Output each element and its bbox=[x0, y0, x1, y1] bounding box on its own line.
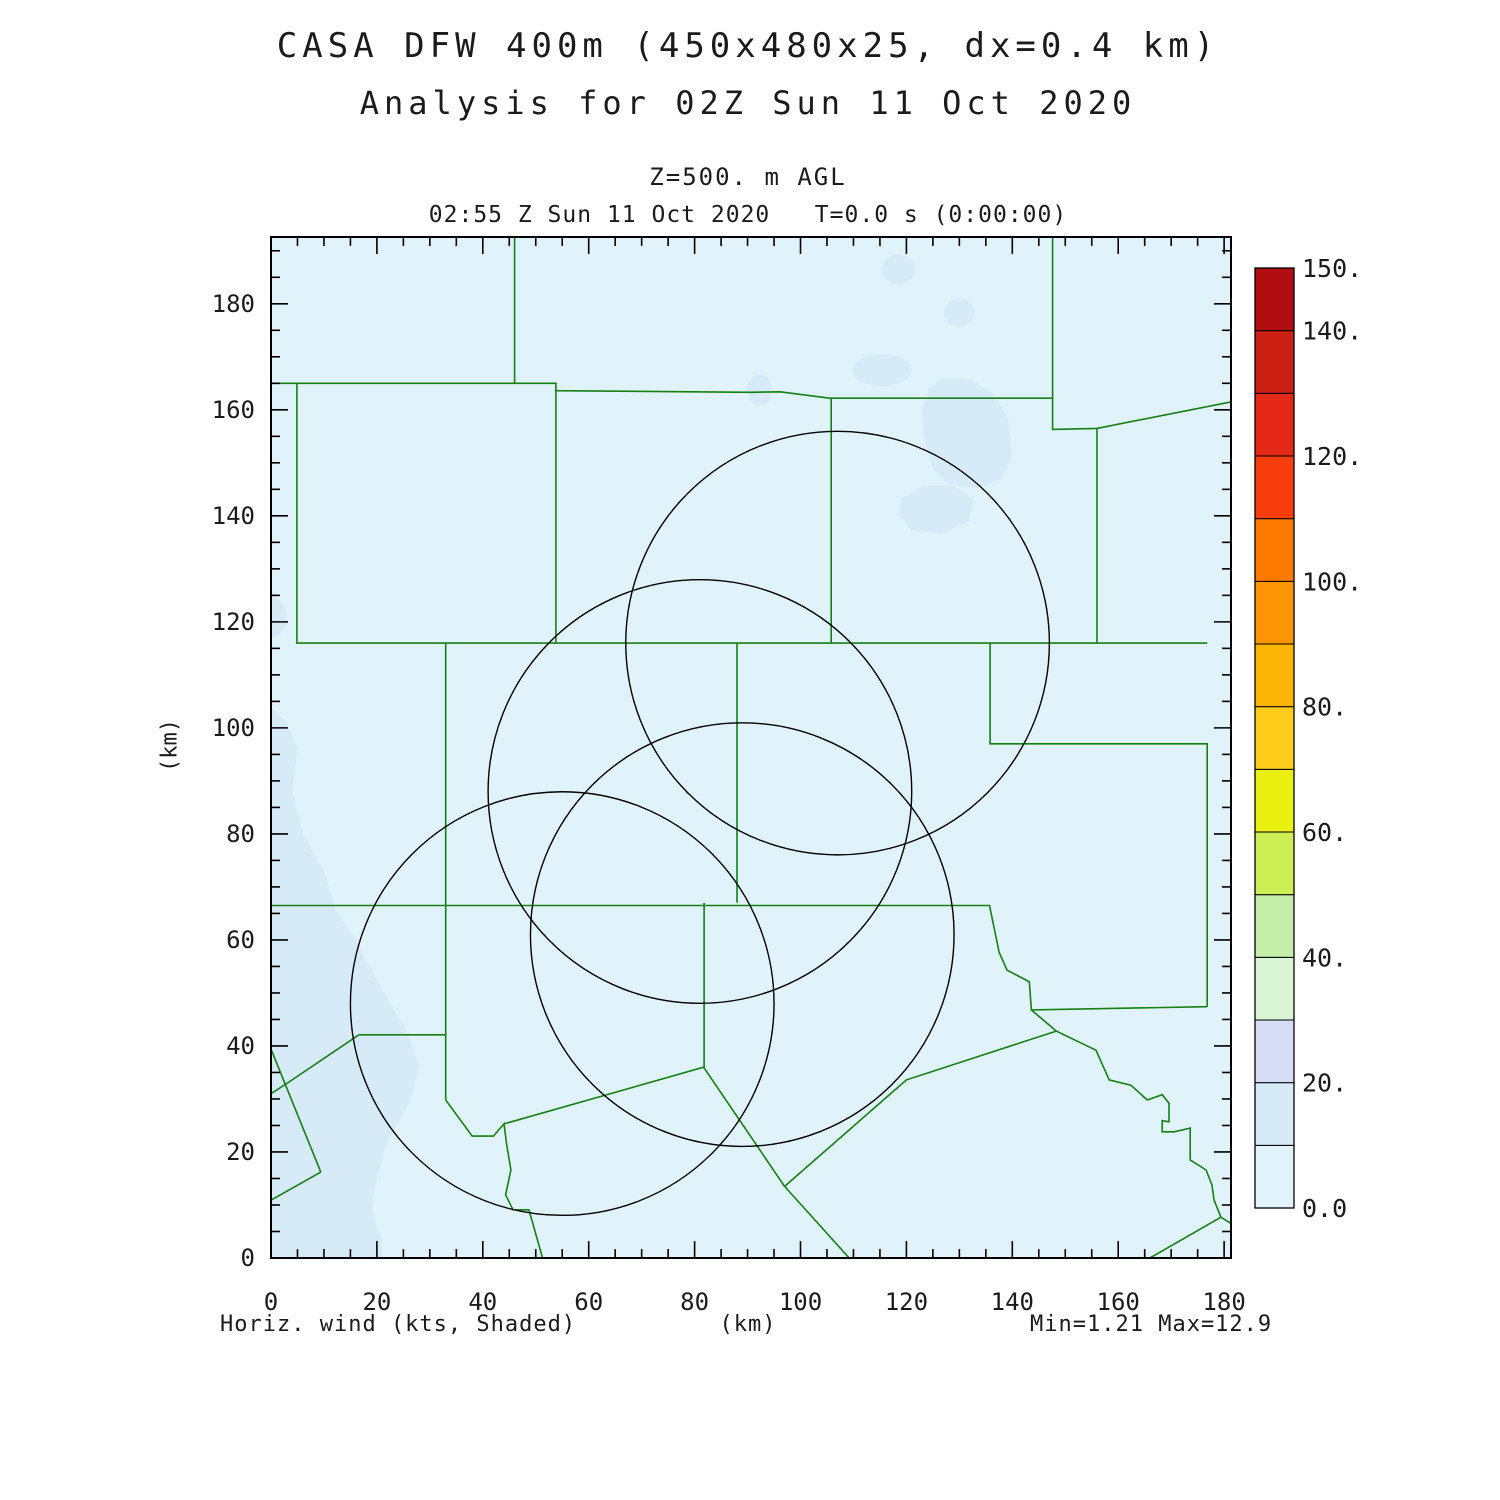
wind-shade-region bbox=[899, 486, 974, 534]
wind-shade-region bbox=[881, 254, 916, 285]
county-boundary bbox=[445, 1099, 544, 1258]
colorbar-segment bbox=[1254, 518, 1295, 582]
colorbar-segment bbox=[1254, 1082, 1295, 1146]
map-background bbox=[271, 237, 1231, 1258]
colorbar-frame bbox=[1254, 267, 1295, 1209]
county-boundary bbox=[271, 1048, 322, 1173]
county-boundary bbox=[271, 382, 1053, 400]
level-label: Z=500. m AGL bbox=[649, 163, 847, 191]
colorbar-tick-label: 120. bbox=[1302, 442, 1362, 471]
colorbar-tick-label: 60. bbox=[1302, 818, 1347, 847]
y-tick-label: 20 bbox=[226, 1138, 255, 1166]
x-tick-label: 40 bbox=[468, 1288, 497, 1316]
colorbar-tick-label: 140. bbox=[1302, 317, 1362, 346]
x-tick-label: 60 bbox=[574, 1288, 603, 1316]
wind-shade-region bbox=[944, 298, 975, 328]
county-boundary bbox=[784, 1030, 1057, 1188]
colorbar-tick-label: 40. bbox=[1302, 943, 1347, 972]
colorbar-segment bbox=[1254, 831, 1295, 896]
colorbar-segment bbox=[1254, 330, 1295, 394]
x-tick-label: 0 bbox=[264, 1288, 278, 1316]
plot-title: CASA DFW 400m (450x480x25, dx=0.4 km) bbox=[276, 26, 1220, 66]
field-label: Horiz. wind (kts, Shaded) bbox=[220, 1312, 577, 1337]
x-tick-label: 160 bbox=[1097, 1288, 1140, 1316]
county-boundary bbox=[1051, 237, 1231, 431]
colorbar-tick-label: 20. bbox=[1302, 1069, 1347, 1098]
radar-range-circle bbox=[349, 791, 775, 1217]
y-tick-label: 80 bbox=[226, 820, 255, 848]
wind-shade-region bbox=[747, 373, 773, 406]
colorbar-segment bbox=[1254, 1144, 1295, 1209]
radar-range-circle bbox=[625, 430, 1051, 856]
wind-shade-region bbox=[271, 706, 420, 1258]
radar-range-circle bbox=[529, 722, 955, 1148]
x-tick-label: 80 bbox=[680, 1288, 709, 1316]
x-axis-label: (km) bbox=[719, 1312, 777, 1337]
y-tick-label: 120 bbox=[212, 608, 255, 636]
colorbar-segment bbox=[1254, 894, 1295, 958]
x-tick-label: 120 bbox=[885, 1288, 928, 1316]
colorbar-segment bbox=[1254, 768, 1295, 833]
x-tick-label: 20 bbox=[362, 1288, 391, 1316]
y-tick-label: 100 bbox=[212, 714, 255, 742]
county-boundary bbox=[989, 643, 1208, 1007]
county-boundary bbox=[271, 1034, 360, 1095]
colorbar-tick-label: 80. bbox=[1302, 693, 1347, 722]
county-boundary bbox=[784, 1185, 850, 1258]
valid-time-label: 02:55 Z Sun 11 Oct 2020 T=0.0 s (0:00:00… bbox=[428, 202, 1068, 228]
colorbar-segment bbox=[1254, 956, 1295, 1021]
colorbar-segment bbox=[1254, 580, 1295, 645]
x-tick-label: 140 bbox=[991, 1288, 1034, 1316]
wind-shade-region bbox=[271, 590, 288, 638]
colorbar-segment bbox=[1254, 1019, 1295, 1084]
county-boundary bbox=[271, 1171, 322, 1201]
plot-frame bbox=[270, 236, 1232, 1259]
colorbar-segment bbox=[1254, 455, 1295, 520]
radar-range-circle bbox=[487, 578, 913, 1005]
x-tick-label: 180 bbox=[1202, 1288, 1245, 1316]
plot-subtitle: Analysis for 02Z Sun 11 Oct 2020 bbox=[359, 84, 1137, 122]
colorbar-tick-label: 150. bbox=[1302, 254, 1362, 283]
y-tick-label: 160 bbox=[212, 396, 255, 424]
colorbar-tick-label: 0.0 bbox=[1302, 1194, 1347, 1223]
y-tick-label: 60 bbox=[226, 926, 255, 954]
colorbar-segment bbox=[1254, 267, 1295, 332]
y-tick-label: 40 bbox=[226, 1032, 255, 1060]
county-boundary bbox=[1030, 1009, 1231, 1225]
county-boundary bbox=[1149, 1216, 1222, 1258]
wind-shade-region bbox=[852, 354, 912, 386]
colorbar-segment bbox=[1254, 706, 1295, 770]
y-tick-label: 0 bbox=[241, 1244, 255, 1272]
colorbar-segment bbox=[1254, 643, 1295, 708]
y-tick-label: 180 bbox=[212, 290, 255, 318]
county-boundary bbox=[702, 1066, 786, 1187]
minmax-label: Min=1.21 Max=12.9 bbox=[1030, 1312, 1273, 1337]
x-tick-label: 100 bbox=[779, 1288, 822, 1316]
colorbar-segment bbox=[1254, 392, 1295, 457]
y-tick-label: 140 bbox=[212, 502, 255, 530]
colorbar-tick-label: 100. bbox=[1302, 567, 1362, 596]
